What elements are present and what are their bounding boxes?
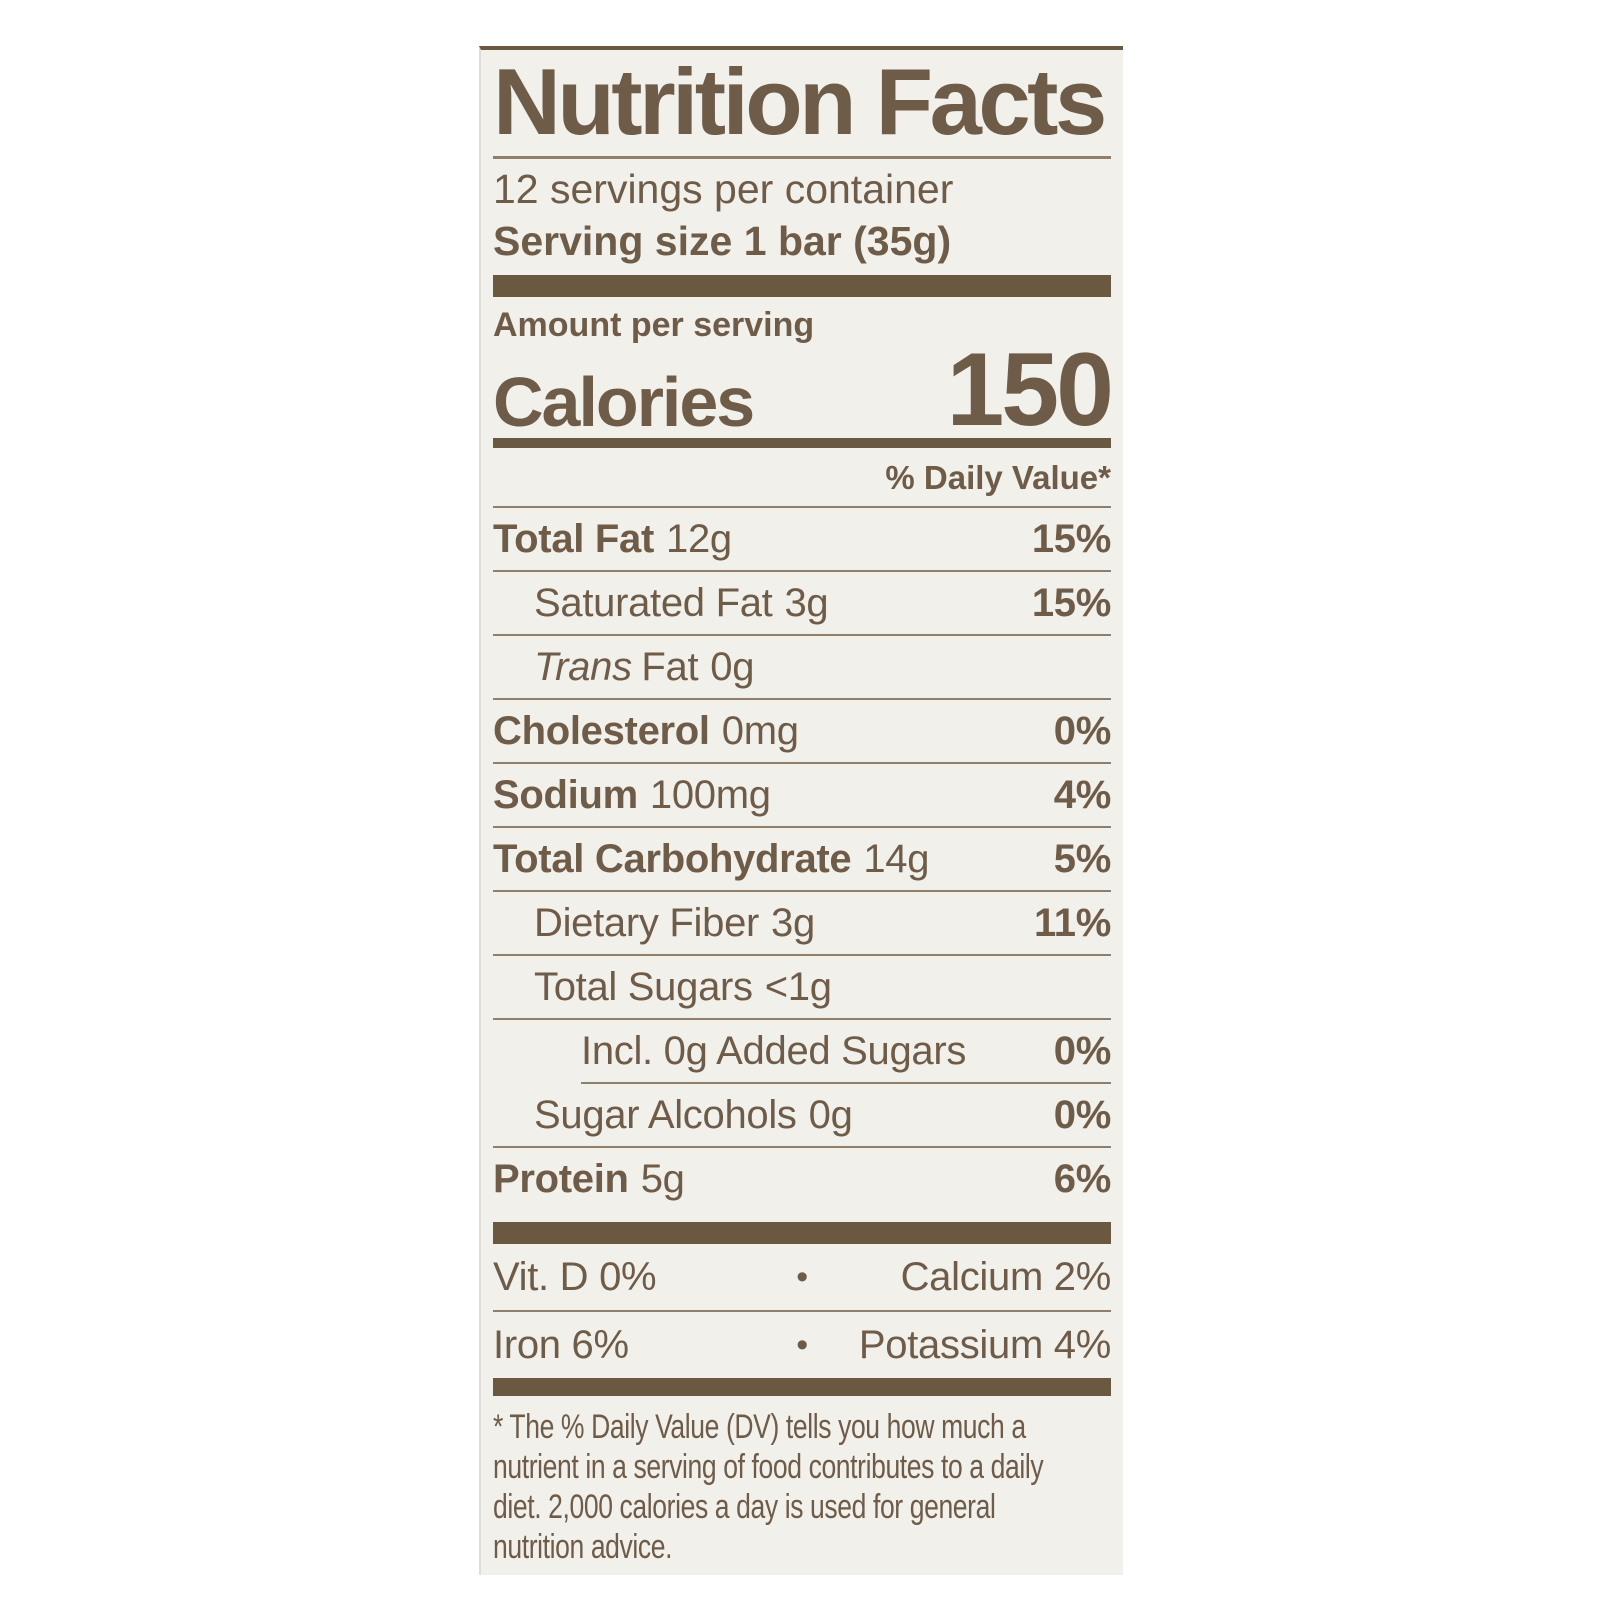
calories-divider xyxy=(493,438,1111,449)
nutrient-row-trans-fat: Trans Fat 0g xyxy=(493,636,1111,698)
micronutrient-row-vitd-calcium: Vit. D 0% • Calcium 2% xyxy=(493,1244,1111,1310)
divider xyxy=(493,1146,1111,1149)
nutrient-name: Fat xyxy=(641,645,699,690)
nutrient-row-added-sugars: Incl. 0g Added Sugars 0% xyxy=(493,1020,1111,1082)
divider xyxy=(493,506,1111,509)
amount-per-serving-label: Amount per serving xyxy=(493,305,815,344)
nutrient-amount: <1g xyxy=(764,965,832,1010)
divider xyxy=(493,826,1111,829)
divider xyxy=(493,1018,1111,1021)
nutrient-amount: 5g xyxy=(640,1157,685,1202)
calories-value: 150 xyxy=(946,332,1114,448)
micronutrient-left: Vit. D 0% xyxy=(493,1255,657,1300)
nutrient-name: Saturated Fat xyxy=(534,581,773,626)
divider xyxy=(493,762,1111,765)
divider xyxy=(493,698,1111,701)
nutrient-amount: 3g xyxy=(771,901,815,946)
micronutrient-right: Calcium 2% xyxy=(900,1255,1112,1300)
nutrient-row-total-fat: Total Fat 12g 15% xyxy=(493,508,1111,570)
nutrient-amount: 0g xyxy=(710,645,755,690)
footnote-line: nutrient in a serving of food contribute… xyxy=(493,1448,1044,1487)
nutrient-name: Total Fat xyxy=(493,517,654,562)
nutrient-row-total-sugars: Total Sugars <1g xyxy=(493,956,1111,1018)
calories-row: Calories 150 xyxy=(493,332,1114,448)
serving-size: Serving size 1 bar (35g) xyxy=(493,217,1111,264)
serving-size-value: 1 bar (35g) xyxy=(743,217,952,264)
nutrient-row-sugar-alcohols: Sugar Alcohols 0g 0% xyxy=(493,1084,1111,1146)
nutrient-daily-value: 0% xyxy=(1053,1093,1112,1138)
divider xyxy=(493,954,1111,957)
thick-separator-protein xyxy=(493,1222,1111,1245)
nutrient-row-total-carbohydrate: Total Carbohydrate 14g 5% xyxy=(493,828,1111,890)
divider xyxy=(493,1310,1111,1313)
nutrient-amount: 0mg xyxy=(721,709,799,754)
nutrient-daily-value: 5% xyxy=(1053,837,1112,882)
bullet-separator: • xyxy=(796,1325,808,1364)
separator-footnote xyxy=(493,1378,1111,1397)
servings-per-container: 12 servings per container xyxy=(493,165,954,212)
nutrient-name: Sodium xyxy=(493,773,638,818)
nutrient-amount: 0g xyxy=(808,1093,853,1138)
nutrient-row-dietary-fiber: Dietary Fiber 3g 11% xyxy=(493,892,1111,954)
nutrient-row-saturated-fat: Saturated Fat 3g 15% xyxy=(493,572,1111,634)
nutrient-name: Total Sugars xyxy=(534,965,753,1010)
nutrient-name: Sugar Alcohols xyxy=(534,1093,797,1138)
divider-indented xyxy=(581,1082,1111,1085)
nutrient-daily-value: 6% xyxy=(1053,1157,1112,1202)
serving-size-label: Serving size xyxy=(493,217,733,264)
nutrient-daily-value: 0% xyxy=(1053,1029,1112,1074)
nutrient-daily-value: 0% xyxy=(1053,709,1112,754)
nutrient-row-protein: Protein 5g 6% xyxy=(493,1148,1111,1210)
footnote-line: * The % Daily Value (DV) tells you how m… xyxy=(493,1408,1026,1447)
nutrient-name: Cholesterol xyxy=(493,709,710,754)
nutrient-name: Total Carbohydrate xyxy=(493,837,852,882)
nutrient-name: Dietary Fiber xyxy=(534,901,760,946)
nutrient-amount: 12g xyxy=(666,517,732,562)
divider xyxy=(493,570,1111,573)
micronutrient-left: Iron 6% xyxy=(493,1323,629,1368)
nutrient-row-sodium: Sodium 100mg 4% xyxy=(493,764,1111,826)
nutrient-amount: 14g xyxy=(863,837,930,882)
nutrient-name: Protein xyxy=(493,1157,629,1202)
nutrient-daily-value: 11% xyxy=(1034,901,1111,946)
nutrient-amount: 3g xyxy=(784,581,829,626)
bullet-separator: • xyxy=(796,1257,808,1296)
thick-separator-top xyxy=(493,274,1111,297)
daily-value-footnote: * The % Daily Value (DV) tells you how m… xyxy=(493,1407,1044,1567)
nutrient-row-cholesterol: Cholesterol 0mg 0% xyxy=(493,700,1111,762)
nutrition-facts-title: Nutrition Facts xyxy=(493,49,1107,154)
nutrient-name-italic: Trans xyxy=(534,645,632,690)
micronutrient-right: Potassium 4% xyxy=(858,1323,1111,1368)
divider xyxy=(493,890,1111,893)
nutrient-daily-value: 15% xyxy=(1031,581,1111,626)
footnote-line: diet. 2,000 calories a day is used for g… xyxy=(493,1488,996,1527)
nutrient-daily-value: 4% xyxy=(1053,773,1112,818)
nutrition-facts-label: Nutrition Facts 12 servings per containe… xyxy=(479,46,1123,1576)
divider xyxy=(493,634,1111,637)
footnote-line: nutrition advice. xyxy=(493,1528,673,1567)
calories-label: Calories xyxy=(493,363,755,442)
nutrient-daily-value: 15% xyxy=(1031,517,1111,562)
title-divider xyxy=(493,155,1111,159)
nutrient-amount: 100mg xyxy=(649,773,771,818)
micronutrient-row-iron-potassium: Iron 6% • Potassium 4% xyxy=(493,1312,1111,1378)
daily-value-header: % Daily Value* xyxy=(885,459,1111,497)
nutrient-name: Incl. 0g Added Sugars xyxy=(581,1029,967,1074)
